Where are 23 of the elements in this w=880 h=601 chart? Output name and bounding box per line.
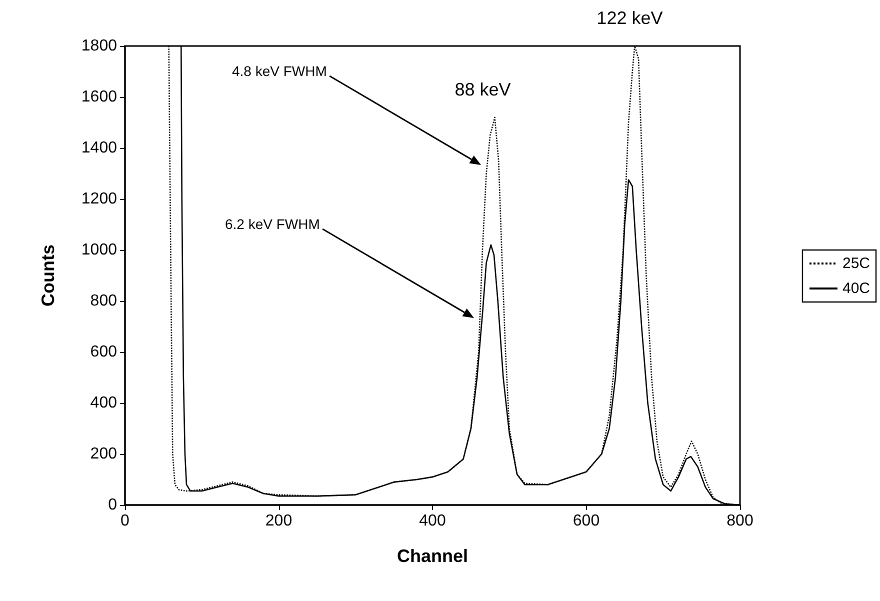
y-axis-title: Counts [38,244,58,306]
y-tick-label: 200 [90,446,118,462]
annotation: 122 keV [596,8,663,28]
y-tick-label: 1800 [81,38,118,54]
y-tick-label: 1000 [81,242,118,258]
y-tick-label: 1600 [81,88,118,106]
x-tick-label: 600 [572,512,600,530]
y-tick-label: 600 [90,344,118,360]
legend-label: 40C [842,280,870,297]
annotation: 6.2 keV FWHM [225,216,320,232]
y-tick-label: 1400 [81,140,118,156]
x-tick-label: 0 [120,512,130,530]
x-tick-label: 400 [419,512,446,530]
annotation: 4.8 keV FWHM [232,63,327,79]
x-tick-label: 200 [265,512,292,530]
x-axis-title: Channel [396,546,468,566]
legend-label: 25C [842,255,870,272]
y-tick-label: 800 [90,292,118,310]
x-tick-label: 800 [726,512,754,530]
y-tick-label: 1200 [81,190,118,208]
y-tick-label: 0 [108,496,118,514]
y-tick-label: 400 [90,394,118,412]
annotation: 88 keV [454,79,511,100]
